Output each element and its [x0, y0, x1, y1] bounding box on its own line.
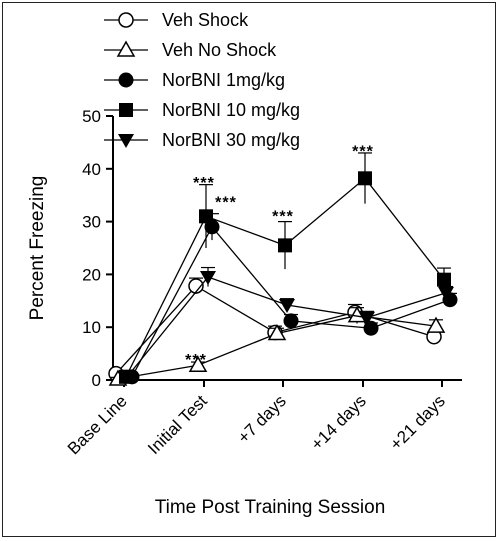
significance-marker: *** [272, 208, 294, 225]
legend-label: Veh No Shock [162, 40, 277, 60]
marker-filled-square [119, 103, 133, 117]
marker-filled-square [278, 238, 292, 253]
axes: 0 10 20 30 40 50 Base Line Initial Test +7 days +… [64, 107, 462, 458]
y-tick-label: 50 [82, 107, 101, 126]
marker-filled-down-triangle [438, 286, 454, 301]
legend-item: NorBNI 10 mg/kg [104, 100, 300, 120]
marker-filled-circle [283, 313, 299, 329]
series-veh-no-shock [108, 306, 446, 386]
marker-filled-square [199, 209, 213, 224]
marker-filled-down-triangle [279, 299, 295, 314]
legend: Veh Shock Veh No Shock NorBNI 1mg/kg NorBNI… [104, 10, 300, 150]
y-tick-label: 20 [82, 265, 101, 284]
significance-marker: *** [185, 352, 207, 369]
y-tick-label: 10 [82, 318, 101, 337]
significance-marker: *** [352, 143, 374, 160]
y-tick-label: 0 [92, 371, 101, 390]
legend-item: Veh Shock [104, 10, 249, 30]
x-tick-label: +21 days [386, 391, 449, 454]
marker-open-circle [188, 278, 204, 294]
marker-open-triangle [267, 324, 287, 341]
series-norbni-10-mg-kg [119, 152, 451, 384]
marker-open-triangle [188, 355, 208, 372]
x-tick-label: Base Line [64, 391, 131, 458]
y-axis-title: Percent Freezing [27, 176, 48, 321]
legend-item: Veh No Shock [104, 40, 277, 60]
series-norbni-30-mg-kg [120, 266, 454, 384]
marker-filled-down-triangle [118, 134, 134, 148]
x-tick-label: Initial Test [144, 391, 211, 458]
marker-filled-square [358, 171, 372, 186]
legend-item: NorBNI 1mg/kg [104, 70, 285, 90]
legend-label: NorBNI 30 mg/kg [162, 130, 300, 150]
marker-open-circle [118, 12, 134, 28]
marker-open-triangle [116, 40, 136, 57]
x-tick-label: +14 days [307, 391, 370, 454]
marker-filled-square [437, 272, 451, 287]
plot-area: *************** [108, 143, 458, 386]
significance-marker: *** [215, 195, 237, 212]
significance-marker: *** [193, 175, 215, 192]
legend-label: Veh Shock [162, 10, 249, 30]
legend-label: NorBNI 10 mg/kg [162, 100, 300, 120]
marker-open-triangle [426, 316, 446, 333]
y-tick-label: 40 [82, 160, 101, 179]
marker-filled-down-triangle [120, 369, 136, 384]
x-axis-title: Time Post Training Session [155, 497, 386, 518]
legend-label: NorBNI 1mg/kg [162, 70, 285, 90]
marker-filled-circle [118, 72, 134, 88]
y-tick-label: 30 [82, 213, 101, 232]
marker-filled-down-triangle [200, 271, 216, 286]
x-tick-label: +7 days [234, 391, 290, 447]
legend-item: NorBNI 30 mg/kg [104, 130, 300, 150]
figure-frame [2, 2, 496, 537]
marker-filled-down-triangle [359, 311, 375, 326]
